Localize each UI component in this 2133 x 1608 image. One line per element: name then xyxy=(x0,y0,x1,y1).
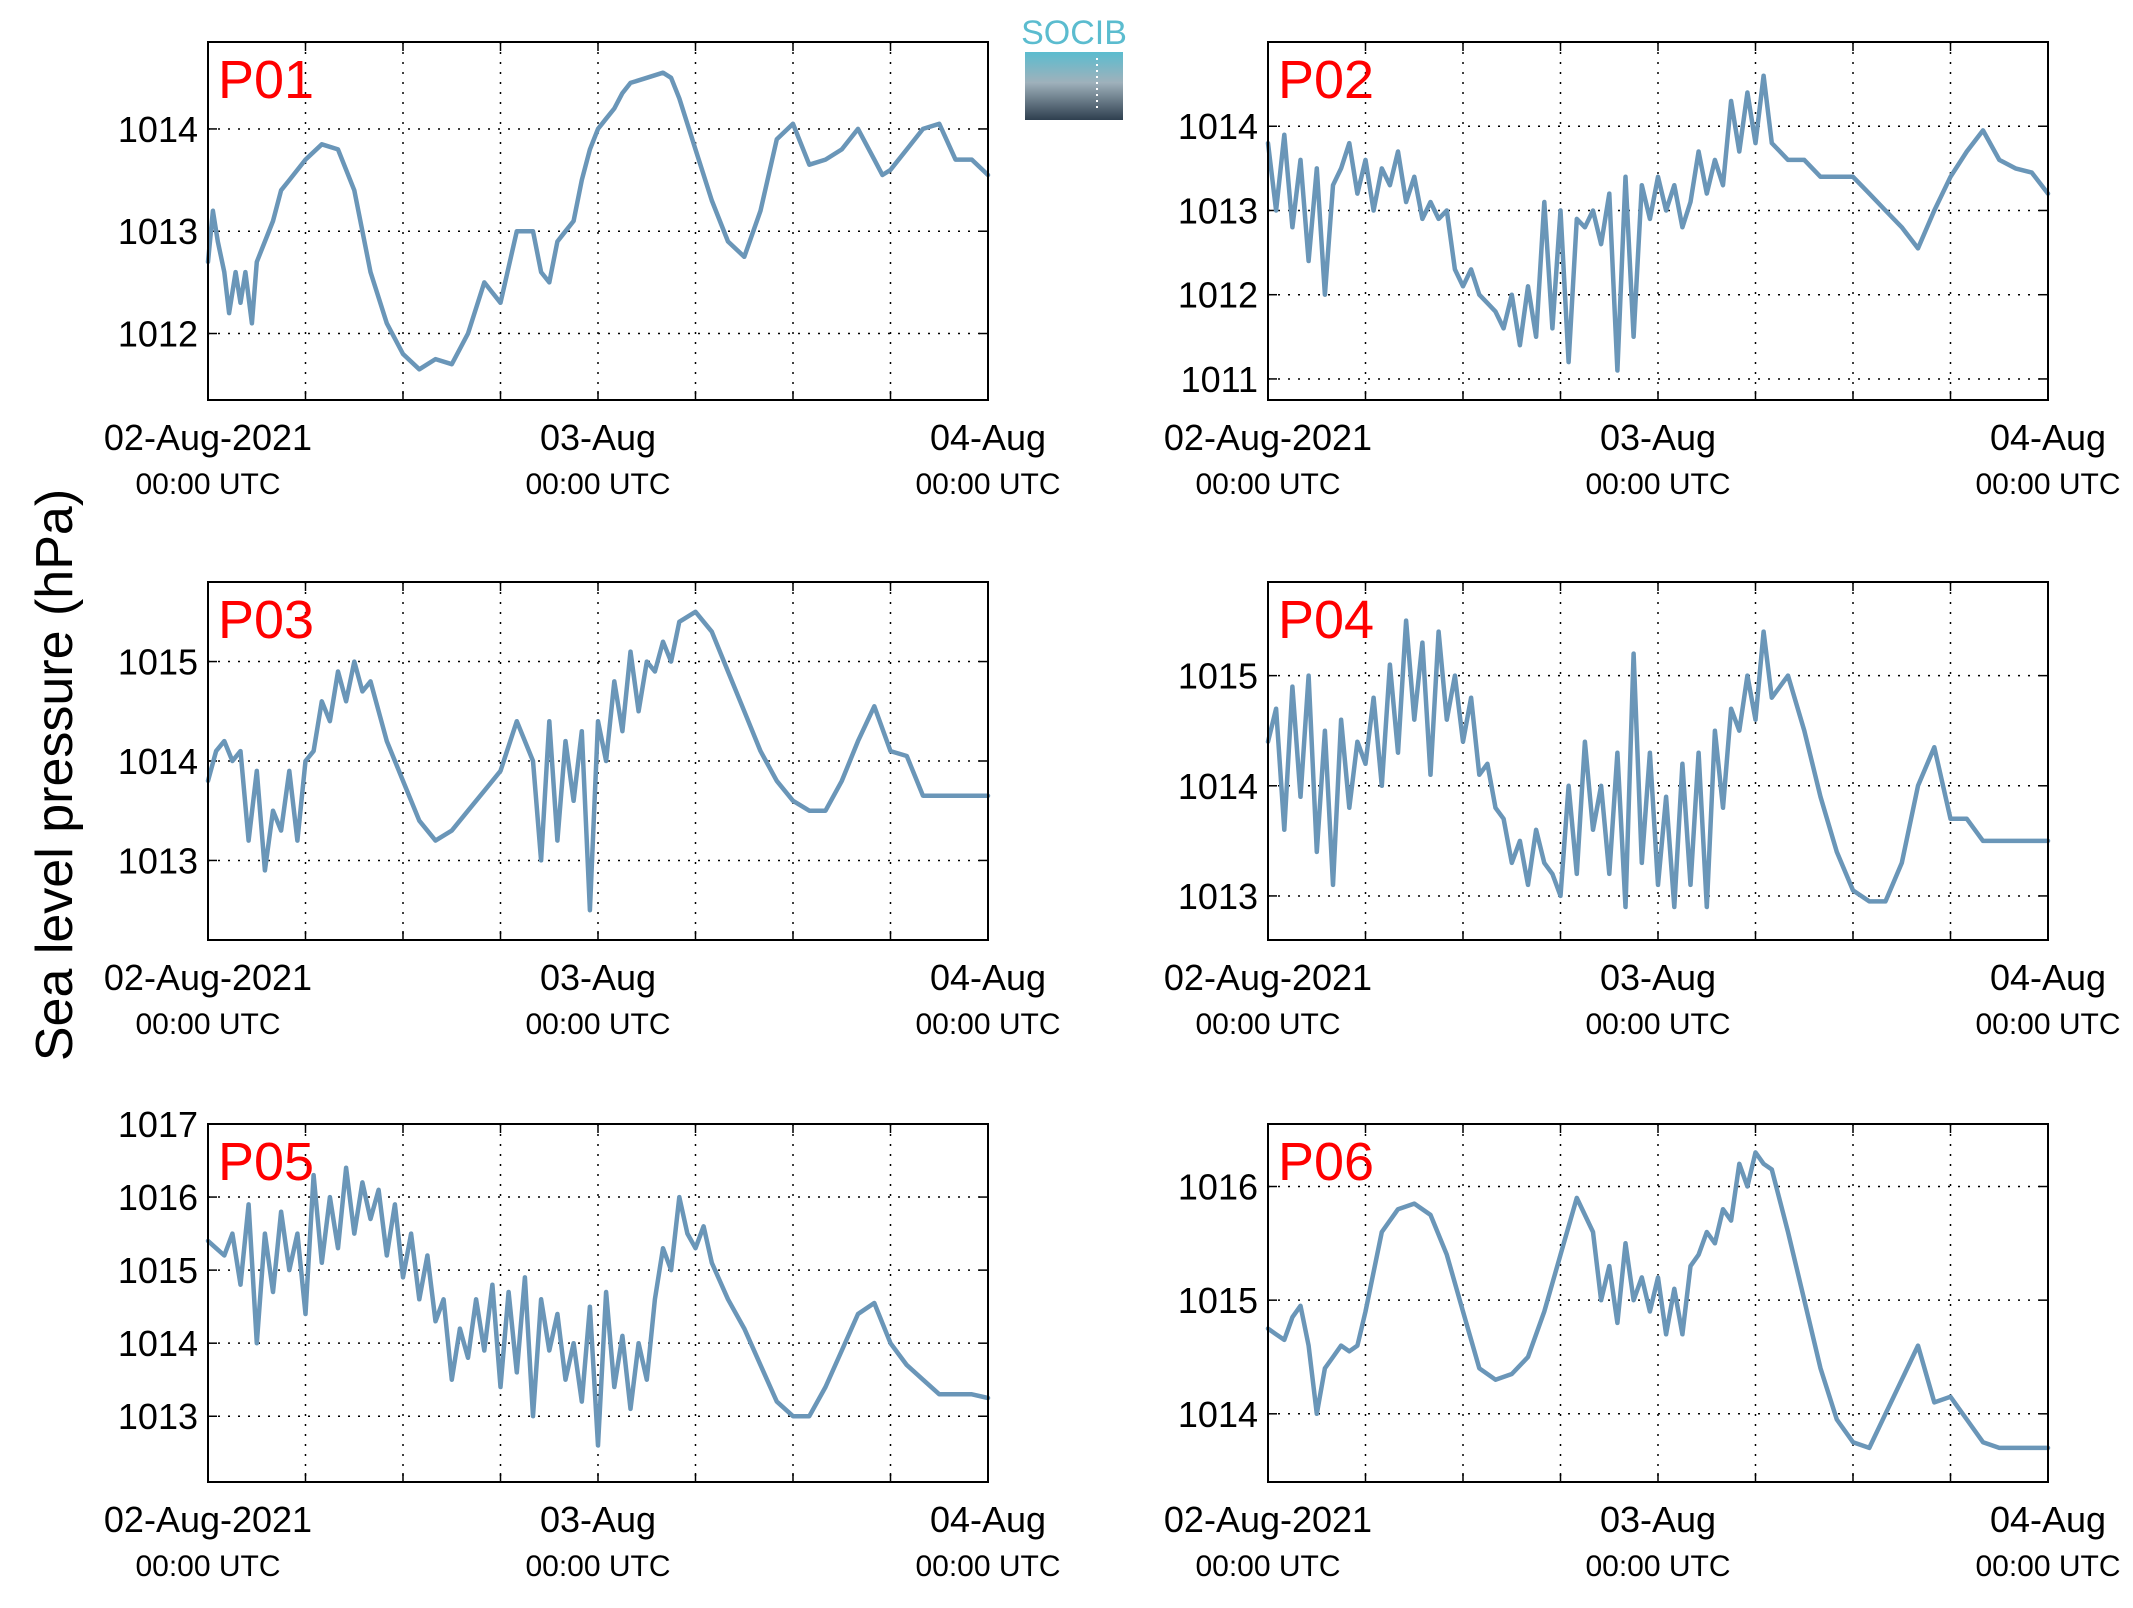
panel-label: P03 xyxy=(218,590,314,650)
x-tick-label-time: 00:00 UTC xyxy=(1585,468,1730,501)
x-tick-label-time: 00:00 UTC xyxy=(1975,468,2120,501)
x-tick-label-date: 02-Aug-2021 xyxy=(1164,1499,1372,1540)
x-tick-label-date: 03-Aug xyxy=(540,1499,656,1540)
x-tick-label-date: 02-Aug-2021 xyxy=(1164,417,1372,458)
x-tick-label-date: 03-Aug xyxy=(540,417,656,458)
y-tick-label: 1013 xyxy=(118,211,198,252)
logo-text: SOCIB xyxy=(1021,14,1127,52)
y-tick-label: 1015 xyxy=(118,1250,198,1291)
x-tick-label-time: 00:00 UTC xyxy=(525,1008,670,1041)
x-tick-label-time: 00:00 UTC xyxy=(1195,1008,1340,1041)
x-tick-label-time: 00:00 UTC xyxy=(1195,1550,1340,1583)
x-tick-label-time: 00:00 UTC xyxy=(135,1008,280,1041)
y-tick-label: 1014 xyxy=(118,109,198,150)
x-tick-label-date: 03-Aug xyxy=(1600,1499,1716,1540)
panel-label: P04 xyxy=(1278,590,1374,650)
logo-mark xyxy=(1025,52,1123,120)
y-tick-label: 1014 xyxy=(1178,106,1258,147)
plot-frame xyxy=(1267,581,2049,941)
panel-p02: 1011 1012 1013 1014 P02 02-Aug-2021 00:00 UTC 0… xyxy=(1164,41,2121,501)
x-tick-label-time: 00:00 UTC xyxy=(915,1550,1060,1583)
x-tick-label-date: 02-Aug-2021 xyxy=(104,1499,312,1540)
plot-frame xyxy=(1267,41,2049,401)
socib-logo: SOCIB xyxy=(1021,14,1127,120)
plot-frame xyxy=(207,41,989,401)
plot-frame xyxy=(1267,1123,2049,1483)
panel-p01: 1012 1013 1014 P01 02-Aug-2021 00:00 UTC 03-Au… xyxy=(104,41,1061,501)
y-tick-label: 1013 xyxy=(1178,876,1258,917)
y-tick-label: 1016 xyxy=(118,1177,198,1218)
y-tick-label: 1017 xyxy=(118,1104,198,1145)
series-line xyxy=(1265,73,2051,373)
x-tick-label-date: 04-Aug xyxy=(930,957,1046,998)
plot-frame xyxy=(207,581,989,941)
y-tick-label: 1012 xyxy=(1178,275,1258,316)
panel-label: P02 xyxy=(1278,50,1374,110)
x-tick-label-date: 02-Aug-2021 xyxy=(104,957,312,998)
x-tick-label-date: 04-Aug xyxy=(1990,1499,2106,1540)
series-line xyxy=(1265,1150,2051,1451)
panel-label: P01 xyxy=(218,50,314,110)
y-tick-label: 1011 xyxy=(1181,359,1258,400)
x-tick-label-date: 04-Aug xyxy=(930,1499,1046,1540)
x-tick-label-date: 03-Aug xyxy=(1600,417,1716,458)
x-tick-label-date: 03-Aug xyxy=(540,957,656,998)
x-tick-label-time: 00:00 UTC xyxy=(1585,1008,1730,1041)
x-tick-label-date: 04-Aug xyxy=(930,417,1046,458)
y-tick-label: 1015 xyxy=(118,642,198,683)
y-tick-label: 1013 xyxy=(1178,190,1258,231)
y-tick-label: 1014 xyxy=(1178,766,1258,807)
series-line xyxy=(1265,618,2051,910)
y-tick-label: 1015 xyxy=(1178,1280,1258,1321)
panel-p06: 1014 1015 1016 P06 02-Aug-2021 00:00 UTC 03-Au… xyxy=(1164,1123,2121,1583)
y-axis-label: Sea level pressure (hPa) xyxy=(26,489,84,1061)
x-tick-label-time: 00:00 UTC xyxy=(525,1550,670,1583)
x-tick-label-date: 03-Aug xyxy=(1600,957,1716,998)
y-tick-label: 1014 xyxy=(1178,1394,1258,1435)
x-tick-label-time: 00:00 UTC xyxy=(915,468,1060,501)
plot-frame xyxy=(207,1123,989,1483)
x-tick-label-date: 04-Aug xyxy=(1990,957,2106,998)
series-line xyxy=(205,70,991,372)
panel-p05: 1013 1014 1015 1016 1017 P05 02-Aug-2021 00:00 … xyxy=(104,1104,1061,1583)
y-tick-label: 1013 xyxy=(118,840,198,881)
x-tick-label-date: 02-Aug-2021 xyxy=(1164,957,1372,998)
x-tick-label-time: 00:00 UTC xyxy=(915,1008,1060,1041)
x-tick-label-time: 00:00 UTC xyxy=(135,468,280,501)
panel-p04: 1013 1014 1015 P04 02-Aug-2021 00:00 UTC 03-Au… xyxy=(1164,581,2121,1041)
x-tick-label-date: 02-Aug-2021 xyxy=(104,417,312,458)
x-tick-label-time: 00:00 UTC xyxy=(1975,1008,2120,1041)
series-line xyxy=(205,1165,991,1448)
y-tick-label: 1014 xyxy=(118,741,198,782)
series-line xyxy=(205,609,991,913)
y-tick-label: 1015 xyxy=(1178,656,1258,697)
x-tick-label-time: 00:00 UTC xyxy=(1585,1550,1730,1583)
x-tick-label-date: 04-Aug xyxy=(1990,417,2106,458)
y-tick-label: 1012 xyxy=(118,314,198,355)
x-tick-label-time: 00:00 UTC xyxy=(1195,468,1340,501)
panel-label: P05 xyxy=(218,1132,314,1192)
x-tick-label-time: 00:00 UTC xyxy=(525,468,670,501)
panel-label: P06 xyxy=(1278,1132,1374,1192)
panel-p03: 1013 1014 1015 P03 02-Aug-2021 00:00 UTC 03-Au… xyxy=(104,581,1061,1041)
x-tick-label-time: 00:00 UTC xyxy=(135,1550,280,1583)
x-tick-label-time: 00:00 UTC xyxy=(1975,1550,2120,1583)
y-tick-label: 1013 xyxy=(118,1396,198,1437)
y-tick-label: 1014 xyxy=(118,1323,198,1364)
y-tick-label: 1016 xyxy=(1178,1167,1258,1208)
